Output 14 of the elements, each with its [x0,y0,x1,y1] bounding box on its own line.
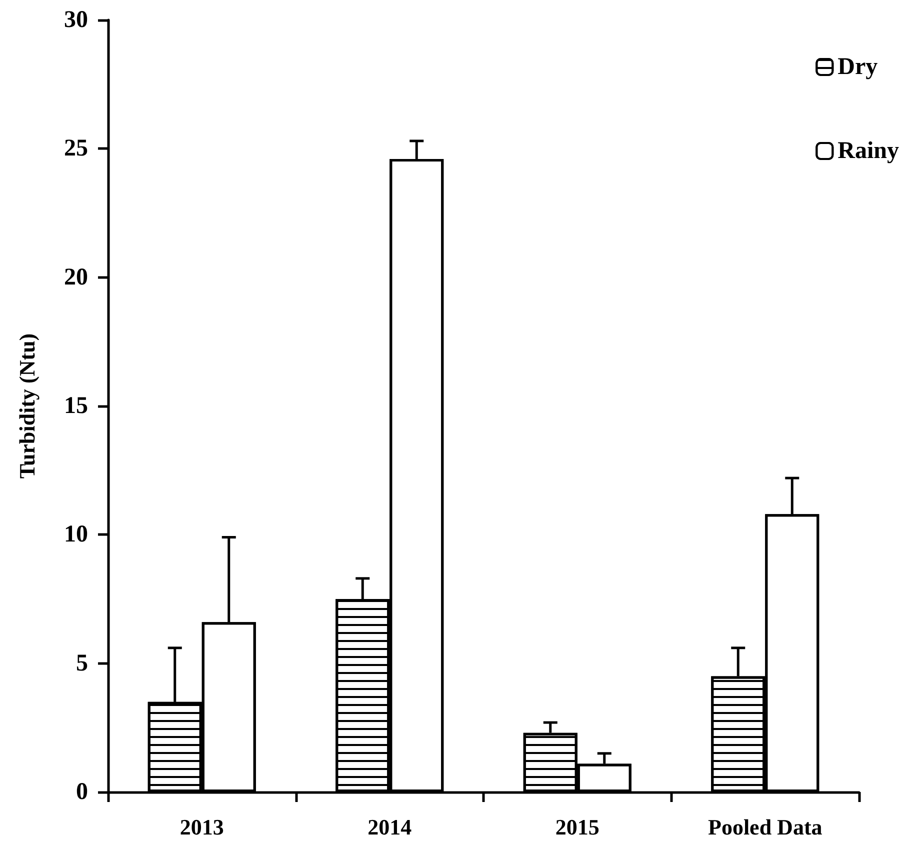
y-axis-title: Turbidity (Ntu) [14,333,40,479]
legend-label: Dry [838,54,878,80]
y-tick-label: 20 [64,264,88,290]
y-tick-label: 25 [64,136,88,162]
x-tick-label: 2014 [368,814,412,840]
x-tick-label: 2015 [555,814,600,840]
legend-label: Rainy [838,138,900,164]
y-tick-label: 30 [64,7,88,33]
y-tick-label: 15 [64,393,88,419]
x-tick-label: Pooled Data [708,814,822,840]
x-tick-label: 2013 [180,814,224,840]
y-tick-label: 5 [76,650,88,676]
y-tick-label: 10 [64,522,88,548]
y-tick-label: 0 [76,779,88,805]
